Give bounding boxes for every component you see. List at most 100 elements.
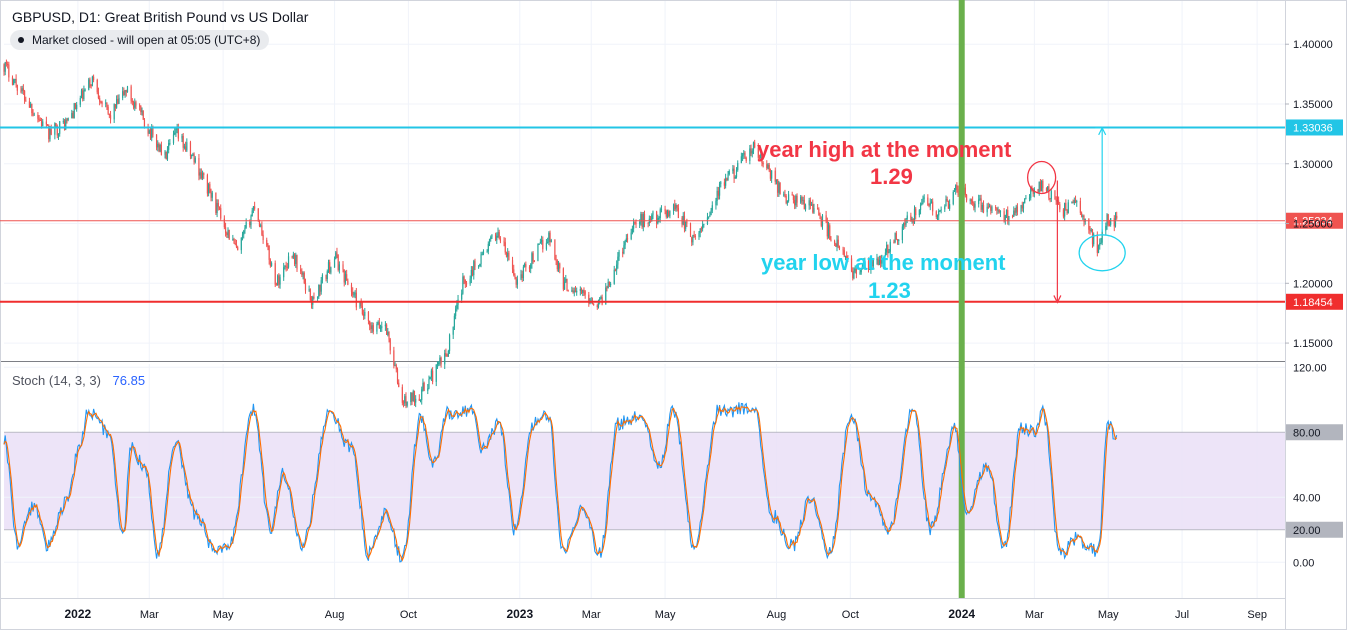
candle-body (649, 218, 652, 222)
candle-body (361, 305, 363, 315)
price-axis-label: 1.15000 (1293, 338, 1333, 350)
candle (817, 203, 819, 210)
candle-body (415, 398, 417, 403)
candle-body (988, 206, 991, 208)
candle-body (201, 173, 204, 179)
candle-body (141, 110, 143, 113)
candle-body (504, 242, 506, 253)
candle-body (1071, 202, 1073, 204)
candle (191, 154, 193, 159)
candle-body (777, 179, 779, 193)
candle-body (1041, 181, 1043, 192)
candle-body (521, 274, 523, 279)
candle (709, 211, 711, 218)
candle-body (893, 241, 895, 243)
candle-body (244, 227, 246, 231)
candle (1114, 212, 1117, 228)
candle-body (228, 229, 230, 240)
candle (124, 89, 126, 98)
candle-body (783, 194, 785, 196)
candle-body (396, 369, 399, 383)
candle (1011, 214, 1014, 219)
candle (56, 124, 58, 139)
candle-body (567, 290, 569, 292)
stoch-legend[interactable]: Stoch (14, 3, 3) 76.85 (12, 373, 145, 388)
candle-body (922, 198, 924, 204)
time-axis-label: Sep (1247, 609, 1267, 621)
candle-body (31, 103, 33, 114)
candle (210, 188, 212, 202)
candle (949, 199, 951, 211)
candle-body (107, 106, 109, 114)
candle (106, 102, 108, 110)
candle (421, 386, 423, 405)
candle-body (234, 243, 236, 245)
candle-body (479, 263, 481, 267)
candle (132, 100, 135, 110)
candle (996, 207, 998, 215)
candle (853, 267, 855, 280)
candle-body (11, 77, 14, 85)
candle-body (218, 206, 221, 209)
candle (384, 321, 386, 331)
candle-body (1045, 188, 1048, 191)
candle-body (674, 204, 676, 210)
candle (955, 184, 957, 195)
candle-body (183, 146, 186, 148)
candle-body (49, 129, 51, 140)
candle (990, 204, 992, 215)
candle-body (126, 86, 129, 93)
candle (177, 123, 179, 142)
candle (821, 213, 824, 230)
candle-body (394, 365, 396, 367)
candle (157, 140, 159, 152)
stoch-name: Stoch (12, 373, 46, 388)
candle-body (308, 289, 310, 291)
candle (235, 239, 238, 249)
candle (405, 392, 407, 409)
candle (252, 206, 255, 214)
candle (658, 216, 660, 223)
candle (974, 200, 976, 213)
candle (1066, 209, 1068, 215)
candle (521, 270, 523, 282)
level-tag-bg (1286, 293, 1343, 310)
candle (486, 249, 488, 253)
candle-body (846, 255, 848, 258)
candle (1079, 197, 1081, 215)
candle-body (584, 291, 586, 295)
candle-body (631, 228, 633, 233)
candle (727, 171, 729, 181)
candle (135, 100, 137, 110)
candle-body (432, 370, 434, 382)
candle-body (478, 266, 480, 268)
candle-body (464, 279, 466, 284)
candle (786, 200, 788, 206)
candle (918, 209, 920, 218)
candle-body (291, 256, 293, 258)
candle (245, 218, 247, 229)
candle-body (388, 331, 390, 340)
candle-body (343, 269, 345, 283)
candle (1084, 218, 1086, 225)
candle (893, 239, 895, 244)
candle-body (177, 128, 179, 139)
candle-body (350, 284, 353, 292)
candle (401, 384, 403, 406)
candle (91, 75, 93, 87)
candle (677, 204, 680, 219)
candle-body (74, 103, 77, 110)
candle-body (647, 222, 649, 224)
candle-body (224, 227, 227, 233)
candle (309, 288, 311, 303)
candle-body (555, 259, 557, 261)
candle-body (191, 154, 193, 156)
candle-body (473, 261, 475, 276)
candle-body (13, 79, 15, 85)
candle-body (910, 215, 912, 221)
candle-body (803, 199, 805, 210)
candle (1003, 208, 1005, 223)
candle-body (1055, 199, 1057, 202)
candle-body (55, 123, 57, 126)
